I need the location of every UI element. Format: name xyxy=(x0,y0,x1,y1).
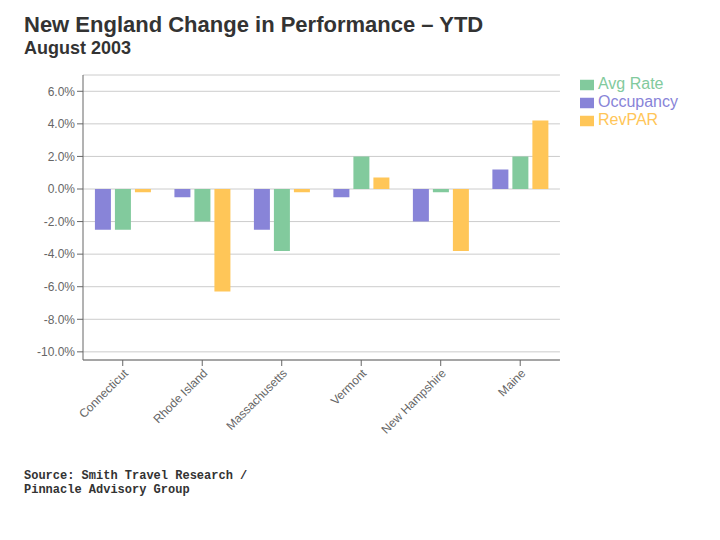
svg-text:0.0%: 0.0% xyxy=(48,182,76,196)
html-text:Avg Rate: Avg Rate xyxy=(598,75,664,92)
html-text:RevPAR: RevPAR xyxy=(598,111,659,128)
svg-text:Rhode Island: Rhode Island xyxy=(150,366,210,426)
svg-text:New Hampshire: New Hampshire xyxy=(379,366,449,436)
svg-text:2.0%: 2.0% xyxy=(48,150,76,164)
html-text:August 2003: August 2003 xyxy=(24,38,131,58)
svg-text:-8.0%: -8.0% xyxy=(44,313,76,327)
svg-text:Vermont: Vermont xyxy=(328,366,370,408)
svg-text:Maine: Maine xyxy=(495,366,528,399)
html-text:New England Change in Performa: New England Change in Performance – YTD xyxy=(24,12,484,37)
svg-text:-6.0%: -6.0% xyxy=(44,280,76,294)
svg-text:-10.0%: -10.0% xyxy=(37,345,75,359)
svg-text:6.0%: 6.0% xyxy=(48,85,76,99)
svg-text:4.0%: 4.0% xyxy=(48,117,76,131)
html-text:Occupancy: Occupancy xyxy=(598,93,678,110)
svg-text:-2.0%: -2.0% xyxy=(44,215,76,229)
svg-text:-4.0%: -4.0% xyxy=(44,247,76,261)
svg-text:Massachusetts: Massachusetts xyxy=(223,366,290,433)
html-text:Source: Smith Travel Research: Source: Smith Travel Research / Pinnacle… xyxy=(24,469,248,497)
svg-text:Connecticut: Connecticut xyxy=(76,366,131,421)
